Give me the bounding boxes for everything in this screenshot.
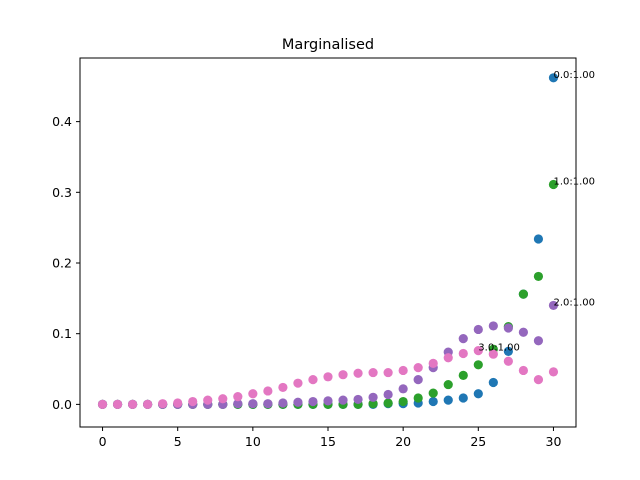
x-tick-label: 25 [470, 434, 486, 449]
data-point [368, 399, 378, 409]
data-point [293, 378, 303, 388]
data-point [413, 393, 423, 403]
data-point [548, 300, 559, 311]
data-point [143, 399, 153, 409]
x-tick-label: 15 [320, 434, 336, 449]
data-point [398, 365, 408, 376]
data-point [473, 360, 483, 370]
data-point [443, 379, 453, 390]
data-point [248, 389, 258, 399]
data-point [308, 396, 318, 407]
data-point [278, 398, 288, 408]
data-point [383, 389, 393, 400]
data-point [233, 392, 243, 402]
data-point [518, 289, 528, 299]
data-point [518, 327, 528, 337]
data-point [338, 370, 348, 380]
data-point [338, 395, 348, 405]
x-tick-label: 30 [546, 434, 562, 449]
data-point [218, 394, 228, 404]
axes-frame [79, 57, 577, 428]
data-point [473, 324, 483, 335]
data-point [443, 395, 453, 405]
data-point [458, 370, 468, 380]
y-tick-label: 0.3 [52, 185, 72, 200]
data-point [368, 392, 378, 402]
data-point [533, 271, 544, 282]
data-point [458, 334, 468, 344]
chart-title: Marginalised [282, 37, 374, 53]
y-tick-label: 0.1 [52, 326, 72, 341]
data-point [503, 346, 513, 356]
data-point [398, 396, 408, 407]
x-tick-label: 5 [174, 434, 182, 449]
data-point [128, 399, 138, 409]
data-point [488, 377, 498, 388]
data-point [428, 388, 438, 398]
x-tick-label: 0 [99, 434, 107, 449]
data-point [97, 399, 108, 409]
data-point [443, 353, 453, 363]
data-point [173, 398, 183, 408]
data-point [383, 398, 393, 408]
data-point [488, 321, 498, 331]
data-point [503, 356, 513, 366]
y-tick-label: 0.0 [52, 397, 72, 412]
y-tick-label: 0.2 [52, 256, 72, 271]
data-point [203, 395, 213, 405]
data-point [428, 358, 438, 368]
data-point [188, 396, 198, 407]
data-point [488, 349, 498, 359]
data-point [413, 375, 423, 385]
data-point [548, 179, 559, 190]
data-point [533, 234, 544, 244]
data-point [158, 399, 168, 409]
data-point [112, 399, 123, 409]
data-point [428, 396, 438, 407]
data-point [398, 384, 408, 394]
data-point [548, 73, 559, 83]
data-point [473, 389, 483, 399]
data-point [533, 375, 544, 385]
data-point [353, 394, 363, 405]
y-tick-label: 0.4 [52, 114, 72, 129]
point-annotation: 1.0:1.00 [553, 177, 595, 188]
data-point [368, 367, 378, 378]
data-point [293, 397, 303, 407]
data-point [458, 393, 468, 403]
data-point [323, 396, 333, 406]
data-point [413, 363, 423, 373]
data-point [278, 382, 288, 393]
data-point [233, 399, 243, 409]
data-point [383, 367, 393, 378]
data-point [263, 399, 273, 409]
data-point [503, 323, 513, 333]
data-point [263, 386, 273, 396]
x-tick-label: 20 [395, 434, 411, 449]
point-annotation: 2.0:1.00 [553, 297, 595, 308]
data-point [353, 368, 363, 378]
data-point [248, 399, 258, 409]
point-annotation: 0.0:1.00 [553, 70, 595, 81]
data-point [548, 367, 559, 377]
data-point [458, 348, 468, 359]
data-point [533, 336, 544, 346]
data-point [323, 372, 333, 382]
data-point [518, 365, 528, 376]
point-annotation: 3.0:1.00 [478, 343, 520, 354]
data-point [308, 375, 318, 385]
x-tick-label: 10 [245, 434, 261, 449]
data-point [473, 346, 483, 356]
plot-area: 0 5 10 15 20 25 30 0.0 0.1 0.2 0.3 0.4 0.0:1.00 1.0:1… [52, 70, 595, 449]
